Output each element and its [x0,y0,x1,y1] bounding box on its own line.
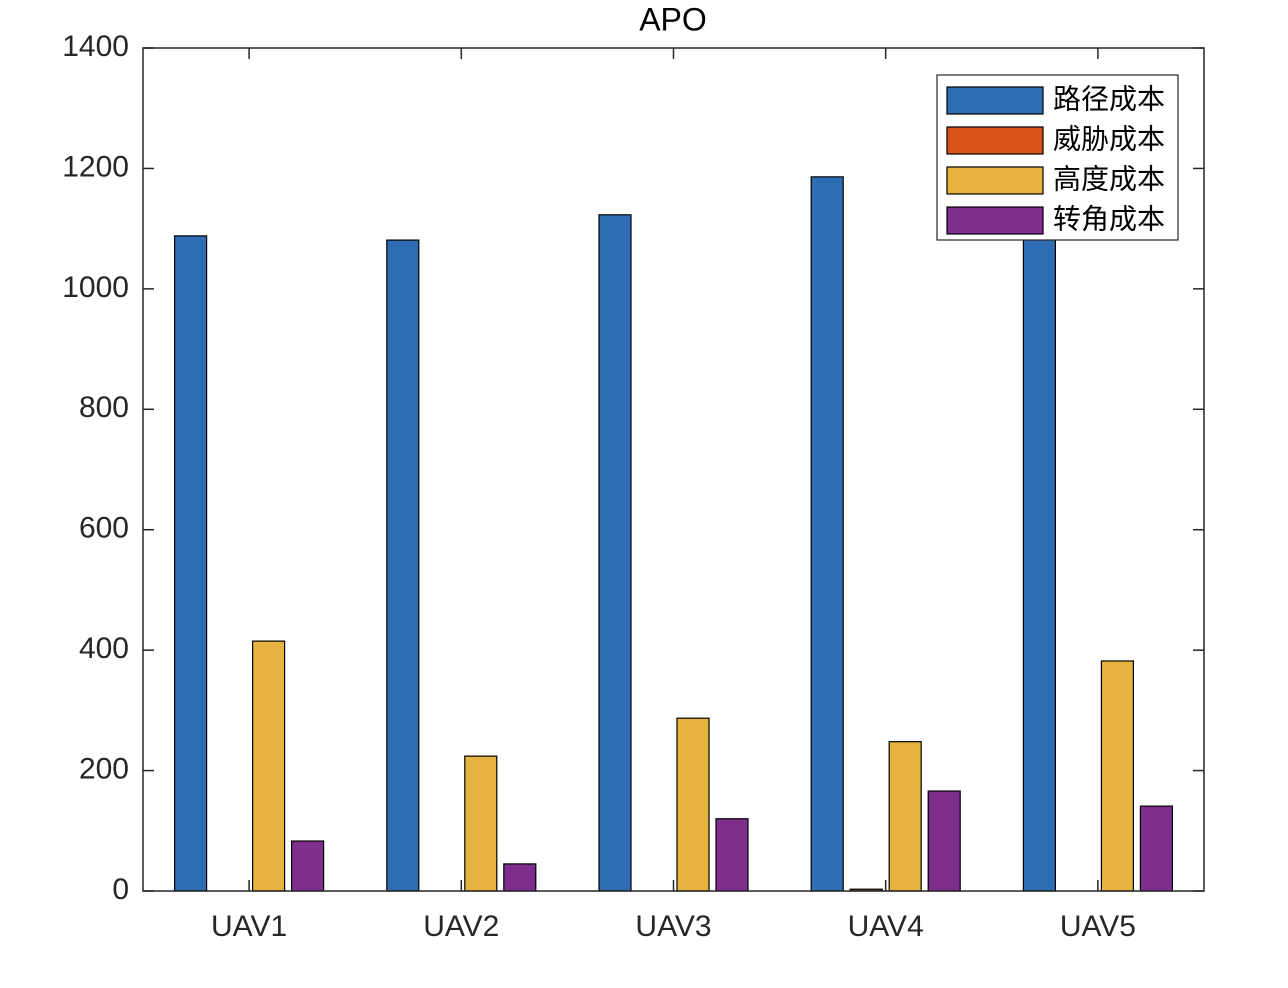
bar [715,818,749,892]
legend-swatch [946,166,1044,195]
bar [464,755,498,892]
x-tick-label: UAV5 [1060,910,1136,943]
bar [174,235,208,892]
y-tick-label: 0 [112,873,129,906]
y-tick-label: 1000 [62,271,129,304]
x-tick-label: UAV1 [211,910,287,943]
bar [1100,660,1135,892]
bar [810,176,844,892]
y-tick-label: 400 [79,632,129,665]
legend-label: 威胁成本 [1053,123,1165,156]
bar [1022,228,1057,892]
bar [927,790,961,892]
legend-label: 路径成本 [1053,83,1165,116]
bar [291,840,325,892]
bar [386,239,420,892]
x-tick-label: UAV2 [423,910,499,943]
legend-label: 转角成本 [1053,203,1165,236]
x-tick-label: UAV4 [848,910,924,943]
y-tick-label: 1400 [62,30,129,63]
x-tick-label: UAV3 [635,910,711,943]
bar [503,863,537,892]
bar [598,214,632,892]
y-tick-label: 800 [79,391,129,424]
bar [252,640,286,892]
legend-swatch [946,206,1044,235]
chart-title: APO [639,1,707,37]
bar [676,717,710,892]
legend-label: 高度成本 [1053,163,1165,196]
y-tick-label: 200 [79,752,129,785]
bar [1139,805,1174,892]
bar [888,741,922,892]
legend-swatch [946,126,1044,155]
y-tick-label: 600 [79,512,129,545]
y-tick-label: 1200 [62,150,129,183]
legend-swatch [946,86,1044,115]
